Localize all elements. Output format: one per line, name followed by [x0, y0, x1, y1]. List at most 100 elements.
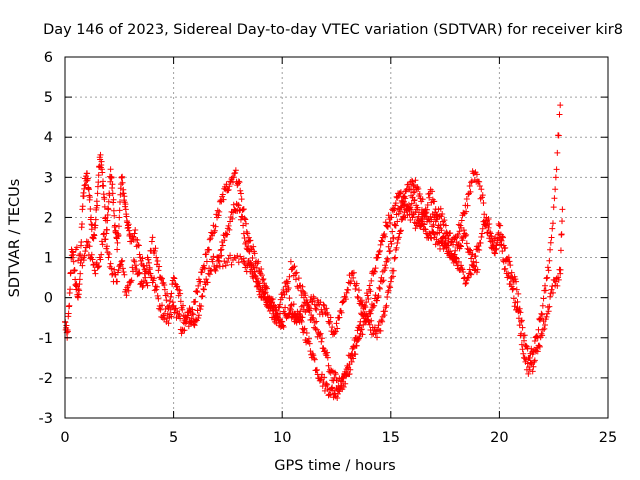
data-point-interp	[438, 227, 445, 234]
data-point-interp	[367, 288, 374, 295]
data-point-interp	[424, 206, 430, 213]
data-point	[201, 286, 208, 293]
data-point-interp	[543, 275, 550, 282]
y-tick-label: 4	[44, 130, 53, 146]
data-point-interp	[385, 287, 392, 294]
data-point-interp	[334, 395, 341, 402]
data-point-interp	[391, 255, 398, 262]
data-point-interp	[126, 227, 133, 234]
data-point-interp	[377, 241, 384, 248]
data-point-interp	[371, 302, 378, 309]
data-point-interp	[339, 299, 346, 306]
data-point-interp	[294, 312, 301, 319]
data-point	[222, 262, 229, 269]
data-point-interp	[345, 364, 352, 371]
data-point-interp	[245, 258, 252, 265]
data-point	[548, 234, 555, 241]
data-point-interp	[347, 278, 354, 285]
data-point-interp	[67, 286, 74, 293]
data-point-interp	[447, 230, 454, 237]
data-point-interp	[324, 354, 331, 361]
data-point	[383, 302, 390, 309]
data-point-interp	[350, 343, 357, 350]
data-point-interp	[491, 249, 498, 256]
data-point-interp	[134, 236, 141, 243]
data-point-interp	[465, 274, 472, 281]
data-point-interp	[278, 291, 285, 298]
data-point-interp	[477, 195, 484, 202]
data-point-interp	[310, 315, 317, 322]
data-point	[383, 222, 390, 229]
data-point-interp	[342, 368, 349, 375]
data-point-interp	[217, 197, 224, 204]
data-point-interp	[100, 182, 107, 189]
data-point-interp	[115, 232, 122, 239]
data-point-interp	[360, 321, 367, 328]
data-point-interp	[485, 216, 492, 223]
data-point-interp	[116, 207, 123, 214]
data-point-interp	[352, 285, 359, 292]
data-point-interp	[394, 240, 401, 247]
data-point-interp	[395, 234, 402, 241]
data-point-interp	[92, 216, 99, 223]
data-point-interp	[237, 216, 244, 223]
data-point-interp	[232, 169, 239, 176]
data-point-interp	[424, 202, 431, 209]
data-point-interp	[397, 228, 404, 235]
data-point-interp	[260, 294, 267, 301]
data-point	[77, 270, 84, 277]
data-point-interp	[110, 196, 117, 203]
data-point-interp	[541, 325, 548, 332]
data-point-interp	[354, 327, 361, 334]
data-point-interp	[103, 243, 110, 250]
data-point-interp	[234, 252, 241, 259]
data-point-interp	[442, 234, 449, 241]
data-point-interp	[323, 380, 330, 387]
data-point-interp	[536, 315, 543, 322]
data-point-interp	[218, 252, 225, 259]
data-point-interp	[411, 196, 418, 203]
data-point-interp	[319, 371, 326, 378]
data-point-interp	[504, 274, 511, 281]
data-point-interp	[76, 252, 83, 259]
data-point-interp	[153, 283, 160, 290]
data-point-interp	[430, 198, 437, 205]
data-point-interp	[499, 248, 506, 255]
data-point-interp	[407, 204, 414, 211]
data-point-interp	[204, 279, 211, 286]
data-point-interp	[390, 205, 397, 212]
data-point-interp	[545, 308, 552, 315]
data-point	[548, 286, 555, 293]
data-point-interp	[492, 246, 499, 253]
data-point-interp	[419, 220, 426, 227]
data-point-interp	[380, 232, 387, 239]
data-point-interp	[94, 264, 101, 271]
data-point-interp	[384, 294, 391, 301]
data-point-interp	[398, 216, 405, 223]
data-point-interp	[329, 384, 336, 391]
data-point-interp	[86, 194, 93, 201]
data-point-interp	[119, 257, 126, 264]
data-point-interp	[515, 315, 522, 322]
data-point-interp	[132, 227, 139, 234]
data-point-interp	[104, 212, 111, 219]
data-point-interp	[549, 225, 556, 232]
data-point-interp	[79, 220, 86, 227]
data-point-interp	[167, 293, 174, 300]
data-point-interp	[363, 299, 370, 306]
data-point-interp	[550, 204, 557, 211]
data-point-interp	[291, 263, 298, 270]
data-point-interp	[226, 226, 233, 233]
data-point-interp	[312, 325, 319, 332]
data-point-interp	[479, 192, 486, 199]
data-point-interp	[353, 280, 360, 287]
data-point-interp	[164, 315, 171, 322]
data-point-interp	[319, 311, 326, 318]
data-point-interp	[421, 226, 428, 233]
data-point-interp	[468, 255, 475, 262]
data-point-interp	[128, 277, 135, 284]
data-point-interp	[277, 301, 284, 308]
data-point-interp	[381, 312, 388, 319]
data-point-interp	[336, 314, 343, 321]
chart-title: Day 146 of 2023, Sidereal Day-to-day VTE…	[43, 22, 623, 38]
